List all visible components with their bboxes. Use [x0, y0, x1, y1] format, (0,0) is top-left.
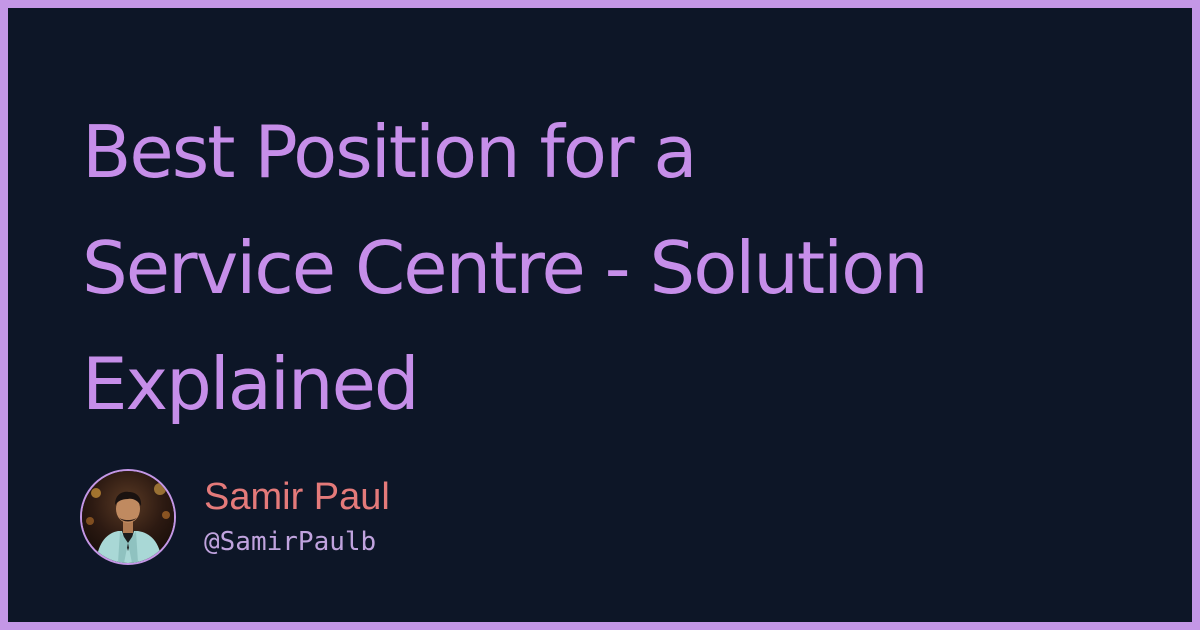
title-line-2: Service Centre - Solution — [82, 226, 929, 310]
author-text: Samir Paul @SamirPaulb — [204, 475, 390, 559]
avatar-photo-icon — [82, 471, 174, 563]
article-title: Best Position for a Service Centre - Sol… — [82, 94, 1162, 442]
title-line-3: Explained — [82, 342, 420, 426]
title-line-1: Best Position for a — [82, 110, 698, 194]
author-handle: @SamirPaulb — [204, 527, 377, 557]
author-avatar — [80, 469, 176, 565]
author-block: Samir Paul @SamirPaulb — [80, 467, 390, 567]
author-name: Samir Paul — [204, 476, 390, 518]
